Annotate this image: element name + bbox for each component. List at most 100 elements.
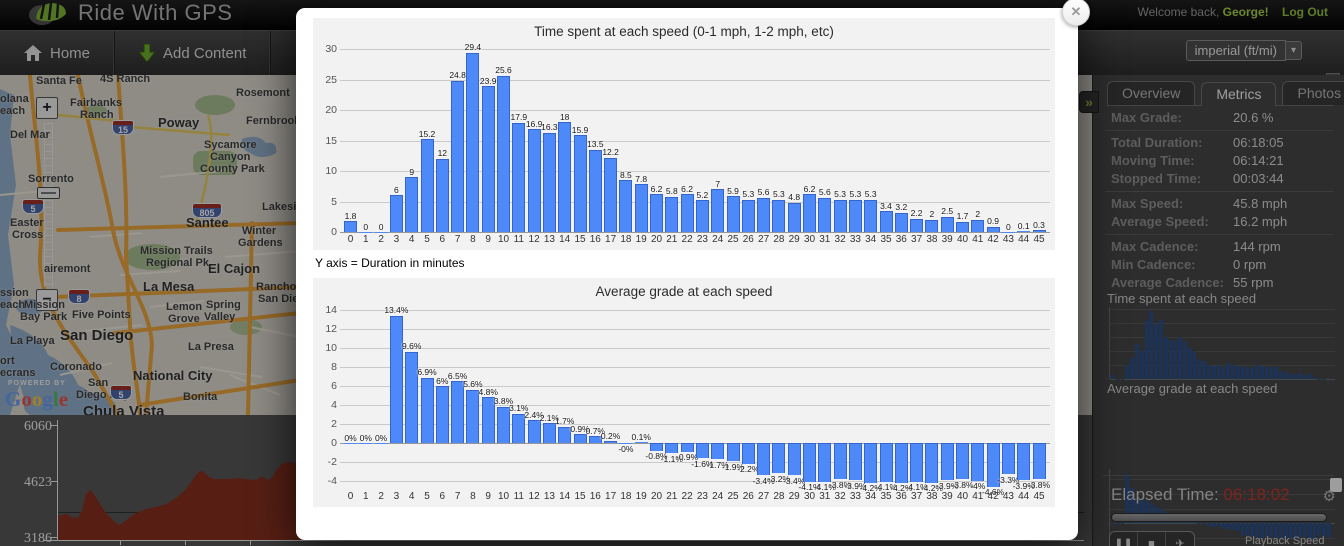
bar: [1183, 342, 1187, 379]
bar-value-label: 5.8: [665, 186, 678, 197]
x-tick-label: 42: [987, 234, 999, 245]
elevation-ytick: 3186: [24, 531, 52, 546]
bar: [1135, 343, 1139, 379]
username-link[interactable]: George!: [1222, 5, 1269, 19]
bar: [1235, 523, 1240, 532]
bar: [1125, 365, 1130, 379]
map-label: Valley: [204, 311, 236, 323]
bar: [986, 226, 1000, 232]
logout-link[interactable]: Log Out: [1282, 5, 1328, 19]
metric-row: Max Speed: 45.8 mph: [1093, 195, 1344, 213]
gear-icon[interactable]: ⚙: [1322, 488, 1336, 505]
bar: [1130, 358, 1135, 379]
bar: [1255, 364, 1259, 379]
chart-title: Average grade at each speed: [595, 284, 773, 299]
map-label: 4S Ranch: [100, 75, 151, 85]
bar: [695, 443, 709, 459]
bar-value-label: 0.1: [1017, 220, 1030, 231]
bar: [1135, 497, 1139, 524]
x-tick-label: 43: [1002, 234, 1014, 245]
x-tick-label: 39: [941, 491, 953, 502]
map-label: ecrans: [0, 367, 36, 379]
scroll-thumb[interactable]: [1330, 478, 1342, 492]
close-icon[interactable]: ✕: [1062, 0, 1090, 26]
x-tick-label: 11: [513, 234, 524, 245]
tab-metrics[interactable]: Metrics: [1201, 82, 1277, 106]
tab-overview[interactable]: Overview: [1107, 81, 1196, 105]
bar: [680, 443, 694, 452]
bar: [772, 443, 786, 474]
site-logo[interactable]: Ride With GPS: [28, 0, 232, 28]
map-label: each: [0, 299, 26, 311]
bar-value-label: -4.1%: [905, 482, 928, 493]
map-label: National City: [133, 368, 213, 383]
bar: [986, 443, 1000, 487]
bar: [1192, 522, 1197, 524]
bar-value-label: 7.8: [635, 173, 648, 184]
elevation-y-axis: [57, 420, 58, 540]
bar-value-label: -3.8%: [828, 479, 852, 490]
map-label: Fairbanks: [70, 97, 122, 109]
bar: [1202, 522, 1207, 524]
nav-item-home[interactable]: Home: [0, 31, 116, 75]
metric-row: Stopped Time: 00:03:44: [1093, 170, 1344, 188]
mini-chart1: [1109, 307, 1335, 380]
map-label: each: [0, 105, 26, 117]
playback-progress-bar[interactable]: [1111, 513, 1327, 522]
bar: [772, 199, 786, 232]
tab-photos[interactable]: Photos: [1282, 81, 1344, 105]
flyby-button[interactable]: ✈: [1166, 532, 1194, 546]
x-tick-label: 44: [1018, 234, 1030, 245]
bar-value-label: 0: [363, 221, 369, 232]
google-logo[interactable]: Google: [5, 387, 68, 412]
map-label: La Mesa: [143, 279, 195, 294]
y-tick-label: 20: [325, 104, 337, 117]
gridline: [1110, 537, 1335, 539]
bar-value-label: 8.5: [619, 169, 632, 180]
nav-item-add-content[interactable]: Add Content: [115, 31, 272, 75]
map-label: El Cajon: [208, 261, 261, 276]
sidebar-collapse-button[interactable]: »: [1079, 91, 1099, 113]
bar: [1274, 523, 1279, 539]
metric-value: 00:03:44: [1233, 171, 1284, 186]
bar-value-label: 1.7: [956, 211, 969, 222]
x-tick-label: 44: [1018, 491, 1030, 502]
bar: [925, 443, 939, 483]
gridline: [340, 232, 1050, 233]
highway-shield: 8: [68, 289, 90, 304]
units-select[interactable]: imperial (ft/mi) ▾: [1185, 40, 1302, 61]
x-tick-label: 38: [926, 234, 938, 245]
bar: [1115, 379, 1120, 380]
map-zoom-track[interactable]: [44, 123, 53, 287]
metric-value: 55 rpm: [1233, 275, 1274, 290]
elapsed-time-row: Elapsed Time: 06:18:02: [1111, 485, 1290, 505]
bar: [1259, 523, 1264, 539]
bar: [711, 443, 725, 460]
bar: [726, 443, 740, 461]
bar-value-label: -0.9%: [675, 452, 699, 462]
x-tick-label: 33: [849, 234, 861, 245]
map-label: ort: [0, 355, 15, 367]
map-label: San Dieg: [258, 293, 306, 305]
x-tick-label: 25: [727, 491, 739, 502]
x-tick-label: 43: [1002, 491, 1014, 502]
gridline: [340, 405, 1050, 406]
map-label: Coronado: [50, 361, 102, 373]
gridline: [1110, 309, 1335, 311]
chevron-down-icon[interactable]: ▾: [1285, 41, 1302, 60]
gridline: [340, 329, 1050, 331]
map-zoom-out-button[interactable]: −: [36, 289, 58, 311]
bar-value-label: 0.1%: [631, 431, 651, 442]
bar: [1312, 376, 1317, 379]
bar: [940, 443, 954, 480]
map-label: airemont: [44, 263, 91, 275]
gridline: [340, 386, 1050, 387]
bar: [940, 216, 954, 232]
stop-button[interactable]: ■: [1138, 532, 1166, 546]
bar-value-label: 2.1%: [539, 412, 560, 423]
pause-button[interactable]: ❚❚: [1110, 532, 1138, 546]
map-zoom-handle[interactable]: [37, 187, 60, 199]
elevation-ytick: 6060: [24, 419, 52, 434]
map-label: Gardens: [238, 237, 283, 249]
map-zoom-in-button[interactable]: +: [36, 97, 58, 119]
